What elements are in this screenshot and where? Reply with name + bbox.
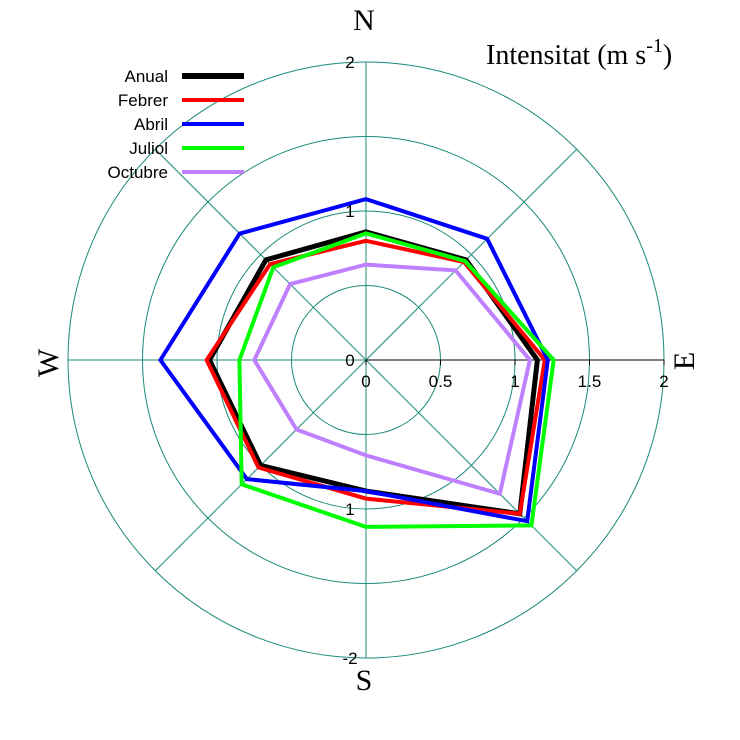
y-tick-label-bottom: -2 (342, 649, 357, 668)
grid-spoke-nw (154, 148, 367, 361)
direction-label-e: E (668, 352, 701, 370)
chart-title-sup: -1 (646, 35, 663, 57)
grid-spoke-se (365, 359, 578, 572)
x-tick-label: 1 (510, 372, 519, 391)
direction-label-n: N (353, 4, 375, 37)
grid-spoke-ne (365, 148, 578, 361)
series-abril (157, 197, 550, 524)
legend-label-juliol: Juliol (129, 139, 168, 158)
y-tick-label-upper: 1 (345, 202, 354, 221)
x-tick-label: 0.5 (429, 372, 453, 391)
series-juliol (237, 231, 556, 529)
direction-label-s: S (356, 664, 373, 697)
legend-label-anual: Anual (125, 67, 168, 86)
legend-label-abril: Abril (134, 115, 168, 134)
x-tick-label: 0 (361, 372, 370, 391)
y-tick-label-center: 0 (345, 351, 354, 370)
y-tick-label-top: 2 (345, 53, 354, 72)
direction-label-w: W (32, 348, 65, 377)
series-octubre (252, 262, 533, 497)
legend-label-octubre: Octubre (108, 163, 168, 182)
series-febrer (204, 238, 547, 516)
axis-labels: 0 0.5 1 1.5 2 2 1 0 1 -2 (342, 53, 668, 668)
legend-label-febrer: Febrer (118, 91, 168, 110)
y-tick-label-lower: 1 (345, 500, 354, 519)
chart-title: Intensitat (m s-1) (486, 35, 672, 71)
chart-title-end: ) (663, 40, 672, 71)
x-tick-label: 1.5 (578, 372, 602, 391)
x-tick-label: 2 (659, 372, 668, 391)
series-layer (157, 197, 556, 529)
chart-title-main: Intensitat (m s (486, 40, 646, 71)
legend: Anual Febrer Abril Juliol Octubre (108, 67, 244, 182)
